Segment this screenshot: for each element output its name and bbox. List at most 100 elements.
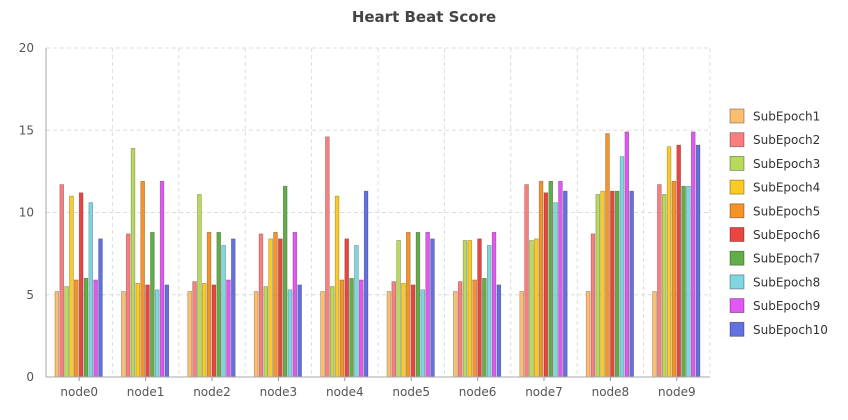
- legend-label[interactable]: SubEpoch6: [753, 228, 820, 242]
- bar-node2-subepoch7[interactable]: [216, 231, 221, 378]
- bar-node8-subepoch1[interactable]: [585, 291, 591, 378]
- bar-node4-subepoch2[interactable]: [325, 136, 330, 378]
- bar-node8-subepoch7[interactable]: [614, 190, 620, 378]
- legend-swatch[interactable]: [729, 227, 745, 242]
- bar-node3-subepoch5[interactable]: [273, 231, 278, 378]
- bar-node6-subepoch9[interactable]: [491, 231, 497, 378]
- bar-node1-subepoch4[interactable]: [135, 282, 141, 378]
- bar-node8-subepoch10[interactable]: [629, 190, 634, 378]
- legend-label[interactable]: SubEpoch4: [753, 181, 820, 195]
- bar-node0-subepoch6[interactable]: [78, 192, 84, 378]
- bar-node0-subepoch9[interactable]: [93, 279, 98, 378]
- bar-node8-subepoch6[interactable]: [610, 190, 615, 378]
- bar-node1-subepoch1[interactable]: [121, 291, 126, 378]
- bar-node7-subepoch2[interactable]: [524, 184, 529, 378]
- bar-node8-subepoch2[interactable]: [590, 233, 596, 378]
- bar-node9-subepoch9[interactable]: [691, 131, 696, 378]
- bar-node4-subepoch4[interactable]: [334, 195, 340, 378]
- legend-label[interactable]: SubEpoch5: [753, 204, 820, 218]
- legend-swatch[interactable]: [729, 274, 745, 290]
- bar-node4-subepoch8[interactable]: [354, 245, 359, 378]
- bar-node4-subepoch5[interactable]: [339, 279, 345, 378]
- bar-node4-subepoch6[interactable]: [344, 238, 349, 378]
- bar-node8-subepoch5[interactable]: [605, 133, 610, 378]
- bar-node7-subepoch4[interactable]: [534, 238, 539, 378]
- bar-node3-subepoch2[interactable]: [258, 233, 264, 378]
- bar-node2-subepoch2[interactable]: [192, 281, 197, 378]
- bar-node3-subepoch4[interactable]: [268, 238, 273, 378]
- bar-node6-subepoch4[interactable]: [467, 240, 473, 378]
- bar-node8-subepoch8[interactable]: [619, 156, 625, 378]
- bar-node3-subepoch9[interactable]: [292, 231, 298, 378]
- bar-node9-subepoch4[interactable]: [666, 146, 672, 378]
- bar-node5-subepoch4[interactable]: [401, 282, 406, 378]
- bar-node7-subepoch8[interactable]: [553, 202, 558, 378]
- bar-node5-subepoch10[interactable]: [430, 238, 435, 378]
- bar-node2-subepoch4[interactable]: [202, 282, 207, 378]
- bar-node6-subepoch6[interactable]: [477, 238, 482, 378]
- bar-node7-subepoch9[interactable]: [558, 180, 563, 378]
- bar-node0-subepoch10[interactable]: [98, 238, 103, 378]
- bar-node5-subepoch9[interactable]: [425, 231, 430, 378]
- bar-node7-subepoch3[interactable]: [529, 240, 534, 378]
- legend-label[interactable]: SubEpoch1: [753, 110, 820, 124]
- bar-node6-subepoch3[interactable]: [462, 240, 468, 378]
- bar-node4-subepoch7[interactable]: [349, 277, 354, 378]
- bar-node1-subepoch7[interactable]: [150, 231, 155, 378]
- bar-node2-subepoch3[interactable]: [197, 194, 202, 378]
- bar-node7-subepoch6[interactable]: [543, 192, 549, 378]
- legend-swatch[interactable]: [729, 108, 745, 124]
- legend-swatch[interactable]: [729, 250, 745, 266]
- bar-node9-subepoch7[interactable]: [681, 185, 686, 378]
- bar-node4-subepoch9[interactable]: [359, 279, 364, 378]
- bar-node7-subepoch1[interactable]: [519, 291, 524, 378]
- bar-node0-subepoch5[interactable]: [74, 279, 79, 378]
- bar-node1-subepoch5[interactable]: [140, 180, 145, 378]
- bar-node1-subepoch3[interactable]: [130, 148, 136, 378]
- bar-node8-subepoch3[interactable]: [595, 194, 601, 378]
- legend-swatch[interactable]: [729, 203, 745, 219]
- bar-node9-subepoch6[interactable]: [676, 144, 681, 378]
- bar-node5-subepoch6[interactable]: [410, 284, 416, 378]
- bar-node3-subepoch10[interactable]: [297, 284, 302, 378]
- bar-node9-subepoch5[interactable]: [671, 180, 677, 378]
- bar-node2-subepoch10[interactable]: [231, 238, 236, 378]
- bar-node8-subepoch4[interactable]: [600, 190, 605, 378]
- bar-node9-subepoch1[interactable]: [652, 291, 657, 378]
- bar-node6-subepoch5[interactable]: [472, 279, 477, 378]
- bar-node3-subepoch6[interactable]: [278, 238, 283, 378]
- bar-node6-subepoch1[interactable]: [453, 291, 458, 378]
- bar-node5-subepoch5[interactable]: [406, 231, 411, 378]
- bar-node7-subepoch10[interactable]: [563, 190, 568, 378]
- bar-node9-subepoch2[interactable]: [657, 184, 662, 378]
- bar-node2-subepoch1[interactable]: [187, 291, 192, 378]
- bar-node7-subepoch7[interactable]: [548, 180, 553, 378]
- bar-node8-subepoch9[interactable]: [624, 131, 630, 378]
- legend-swatch[interactable]: [729, 155, 745, 171]
- bar-node5-subepoch8[interactable]: [420, 289, 426, 378]
- bar-node0-subepoch1[interactable]: [54, 291, 60, 378]
- legend-label[interactable]: SubEpoch7: [753, 252, 820, 266]
- bar-node1-subepoch6[interactable]: [145, 284, 150, 378]
- bar-node4-subepoch1[interactable]: [320, 291, 325, 378]
- bar-node6-subepoch10[interactable]: [496, 284, 502, 378]
- bar-node9-subepoch3[interactable]: [661, 194, 667, 378]
- bar-node2-subepoch8[interactable]: [221, 245, 226, 378]
- bar-node2-subepoch6[interactable]: [211, 284, 217, 378]
- bar-node1-subepoch2[interactable]: [125, 233, 131, 378]
- bar-node4-subepoch3[interactable]: [329, 286, 335, 378]
- bar-node3-subepoch3[interactable]: [263, 286, 269, 378]
- bar-node5-subepoch2[interactable]: [391, 281, 396, 378]
- legend-swatch[interactable]: [729, 321, 745, 337]
- legend-label[interactable]: SubEpoch8: [753, 275, 820, 289]
- bar-node9-subepoch10[interactable]: [695, 144, 701, 378]
- bar-node0-subepoch4[interactable]: [69, 195, 74, 378]
- bar-node6-subepoch2[interactable]: [457, 281, 463, 378]
- legend-label[interactable]: SubEpoch3: [753, 157, 820, 171]
- bar-node0-subepoch3[interactable]: [64, 286, 69, 378]
- legend-label[interactable]: SubEpoch10: [753, 323, 828, 337]
- bar-node3-subepoch1[interactable]: [253, 291, 259, 378]
- bar-node0-subepoch8[interactable]: [88, 202, 94, 378]
- bar-node3-subepoch7[interactable]: [282, 185, 288, 378]
- bar-node6-subepoch7[interactable]: [482, 277, 487, 378]
